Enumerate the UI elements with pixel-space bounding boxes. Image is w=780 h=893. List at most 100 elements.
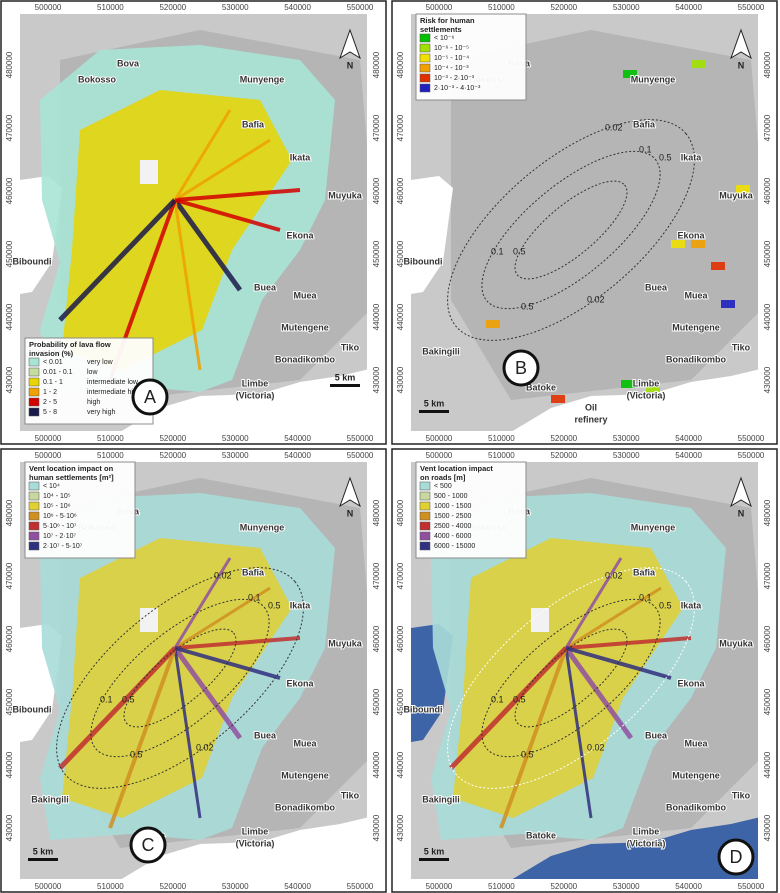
legend-swatch [28,541,40,551]
x-coord-label: 500000 [426,882,453,891]
place-label: (Victoria) [236,390,275,400]
hazard-streak [173,199,202,371]
legend-range: 2 - 5 [43,399,57,406]
scale-bar [28,858,58,861]
y-coord-label: 440000 [372,303,381,330]
contour-label: 0.5 [513,694,526,704]
place-label: Biboundi [13,704,52,714]
legend-range: 10⁷ - 2·10⁷ [43,533,77,540]
y-coord-label: 460000 [763,177,772,204]
x-coord-label: 550000 [347,434,374,443]
place-label: Bokosso [78,74,117,84]
place-label: Oil [585,402,597,412]
contour-label: 0.02 [605,570,623,580]
x-coord-label: 550000 [738,451,765,460]
place-label: Bafia [633,567,656,577]
legend-swatch [419,501,431,511]
risk-patch [711,262,725,270]
x-coord-label: 520000 [550,434,577,443]
scale-label: 5 km [33,846,54,856]
y-coord-label: 460000 [372,177,381,204]
place-label: Ikata [290,600,312,610]
legend-title: invasion (%) [29,349,74,358]
legend-range: 2·10⁷ - 5·10⁷ [43,543,83,550]
place-label: Bafia [242,567,265,577]
x-coord-label: 540000 [675,451,702,460]
y-coord-label: 450000 [396,688,405,715]
hazard-streak [565,586,662,650]
y-coord-label: 450000 [5,688,14,715]
y-coord-label: 460000 [5,177,14,204]
panel-letter: C [142,835,155,855]
scale-bar [330,384,360,387]
legend-swatch [28,407,40,417]
y-coord-label: 430000 [372,366,381,393]
place-label: (Victoria) [627,390,666,400]
contour [447,567,695,789]
place-label: Bakingili [31,794,69,804]
y-coord-label: 430000 [396,366,405,393]
risk-patch [736,185,750,193]
legend-range: 5 - 8 [43,409,57,416]
legend-swatch [28,357,40,367]
y-coord-label: 480000 [396,499,405,526]
y-coord-label: 440000 [396,751,405,778]
y-coord-label: 440000 [5,303,14,330]
contour-label: 0.02 [587,742,605,752]
place-label: Ikata [681,600,703,610]
place-label: Muyuka [719,638,754,648]
y-coord-label: 470000 [396,562,405,589]
legend-range: 10⁻⁶ - 10⁻⁵ [434,45,469,52]
place-label: Bonadikombo [275,354,336,364]
place-label: Buea [254,730,277,740]
place-label: Biboundi [404,256,443,266]
legend-title: Risk for human [420,16,475,25]
x-coord-label: 510000 [97,434,124,443]
place-label: Ekona [677,678,705,688]
x-coord-label: 520000 [159,3,186,12]
legend-swatch [419,481,431,491]
legend-swatch [419,43,431,53]
x-coord-label: 500000 [426,3,453,12]
legend-box [24,461,136,559]
place-label: Tiko [341,342,360,352]
legend-range: 10⁵ - 10⁶ [43,503,71,510]
place-label: (Victoria) [627,838,666,848]
hazard-streak [174,636,301,650]
panel-letter: D [730,847,743,867]
scale-label: 5 km [424,398,445,408]
legend-swatch [419,511,431,521]
contour-label: 0.5 [122,694,135,704]
sea-south [121,817,367,879]
y-coord-label: 450000 [763,688,772,715]
north-label: N [738,60,745,70]
place-label: Limbe [633,826,660,836]
place-label: Bonadikombo [666,802,727,812]
legend-title: on roads [m] [420,473,466,482]
contour-label: 0.1 [639,592,652,602]
map-body [411,14,758,431]
y-coord-label: 450000 [372,240,381,267]
legend-class: low [87,369,98,376]
legend-range: 5·10⁶ - 10⁷ [43,523,77,530]
risk-patch [691,60,705,68]
contour [123,628,237,728]
place-label: Muea [293,738,317,748]
place-label: Munyenge [631,74,676,84]
hazard-streak [174,138,271,202]
legend-range: 10⁴ - 10⁵ [43,493,71,500]
hazard-streak [108,647,177,829]
sea-south [512,369,758,431]
x-coord-label: 500000 [35,451,62,460]
contour-label: 0.1 [491,694,504,704]
legend-swatch [28,397,40,407]
risk-patch [721,300,735,308]
legend-title: Vent location impact on [29,464,114,473]
x-coord-label: 550000 [738,434,765,443]
x-coord-label: 500000 [426,434,453,443]
place-label: Muyuka [719,190,754,200]
y-coord-label: 430000 [763,814,772,841]
place-label: Munyenge [240,74,285,84]
legend-swatch [419,33,431,43]
x-coord-label: 530000 [222,451,249,460]
